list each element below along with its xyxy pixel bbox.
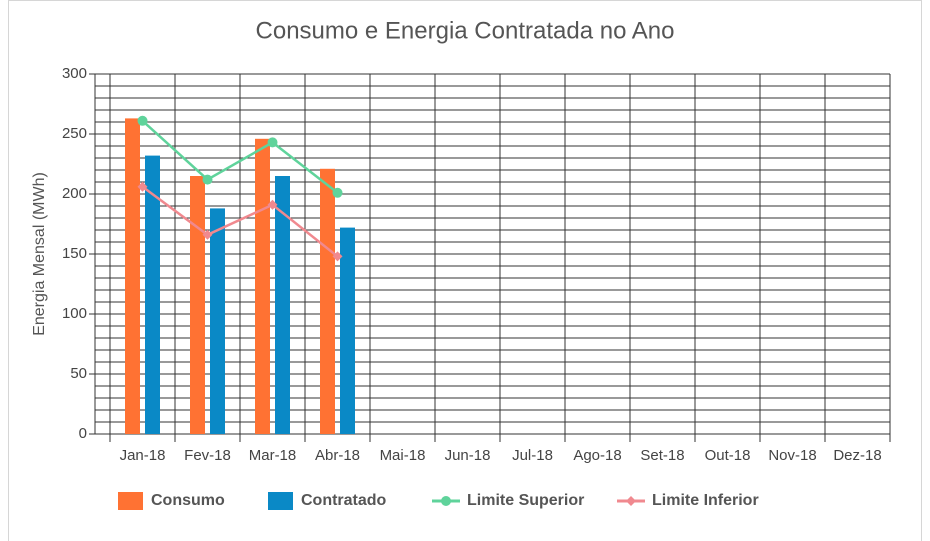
y-tick-label: 100 xyxy=(62,305,87,322)
y-tick-label: 250 xyxy=(62,125,87,142)
legend-label: Contratado xyxy=(301,492,387,509)
x-tick-label: Jun-18 xyxy=(445,447,491,464)
point xyxy=(202,174,213,185)
bar xyxy=(145,155,160,434)
x-tick-label: Mai-18 xyxy=(380,447,426,464)
y-tick-label: 200 xyxy=(62,185,87,202)
point xyxy=(137,181,148,192)
chart-title: Consumo e Energia Contratada no Ano xyxy=(256,17,675,44)
line xyxy=(141,119,339,194)
point xyxy=(137,115,148,126)
x-tick-label: Mar-18 xyxy=(249,447,297,464)
x-tick-label: Fev-18 xyxy=(184,447,231,464)
legend-marker xyxy=(441,496,451,506)
bar xyxy=(320,168,335,435)
legend-marker xyxy=(626,496,636,506)
legend-swatch xyxy=(268,492,293,510)
point xyxy=(267,137,278,148)
y-axis-label: Energia Mensal (MWh) xyxy=(31,172,48,336)
y-tick-label: 150 xyxy=(62,245,87,262)
line xyxy=(141,185,339,258)
point xyxy=(332,187,343,198)
point xyxy=(267,199,278,210)
bar xyxy=(210,208,225,434)
legend-swatch xyxy=(118,492,143,510)
legend-label: Limite Superior xyxy=(467,492,584,509)
bar xyxy=(190,176,205,434)
y-tick-label: 50 xyxy=(70,365,87,382)
legend-label: Consumo xyxy=(151,492,225,509)
x-tick-label: Abr-18 xyxy=(315,447,360,464)
bar xyxy=(125,118,140,435)
y-tick-label: 0 xyxy=(79,425,87,442)
y-tick-label: 300 xyxy=(62,65,87,82)
point xyxy=(202,229,213,240)
x-tick-label: Nov-18 xyxy=(768,447,816,464)
x-tick-label: Jul-18 xyxy=(512,447,553,464)
bar xyxy=(275,176,290,434)
x-tick-label: Ago-18 xyxy=(573,447,621,464)
legend-label: Limite Inferior xyxy=(652,492,759,509)
x-tick-label: Out-18 xyxy=(705,447,751,464)
point xyxy=(332,251,343,262)
bar xyxy=(255,138,270,435)
chart-border xyxy=(8,0,922,541)
x-tick-label: Set-18 xyxy=(640,447,684,464)
bar xyxy=(340,227,355,434)
x-tick-label: Dez-18 xyxy=(833,447,881,464)
x-tick-label: Jan-18 xyxy=(120,447,166,464)
